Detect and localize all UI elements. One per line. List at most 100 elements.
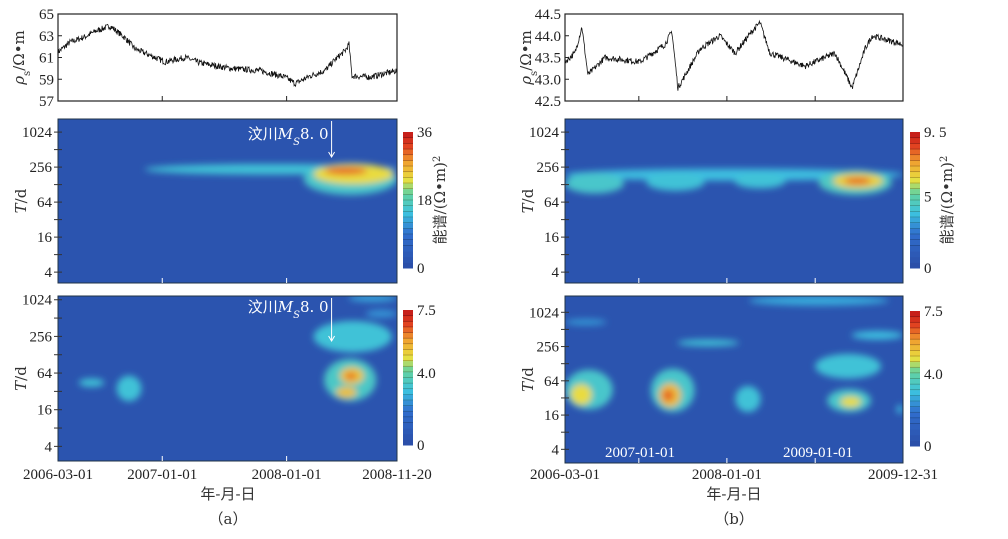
colorbar-tick-label: 5 — [924, 189, 932, 205]
annotation-sub: S — [293, 137, 300, 148]
colorbar: 9. 5 5 0 能谱/(Ω•m)2 — [910, 125, 956, 277]
colorbar-segment — [910, 429, 920, 436]
colorbar-segment — [910, 384, 920, 391]
colorbar-segment — [403, 416, 413, 423]
colorbar-segment — [403, 326, 413, 333]
annotation-M: M — [277, 298, 294, 316]
colorbar-segment — [403, 256, 413, 263]
colorbar-tick-label: 9. 5 — [924, 125, 947, 141]
colorbar-segment — [403, 388, 413, 395]
colorbar-segment — [910, 143, 920, 150]
spectrum-blob — [646, 173, 705, 191]
y-tick-label: 16 — [37, 403, 53, 419]
heatmap — [565, 119, 903, 283]
colorbar-segment — [403, 245, 413, 252]
caption-b: （b） — [714, 510, 754, 528]
colorbar-segment — [403, 177, 413, 184]
colorbar-segment — [910, 356, 920, 363]
colorbar-segment — [910, 339, 920, 346]
colorbar-segment — [403, 228, 413, 235]
colorbar-segment — [403, 217, 413, 224]
colorbar-segment — [910, 234, 920, 241]
spectrum-blob — [851, 331, 903, 340]
colorbar: 7.5 4.0 0 — [910, 304, 943, 455]
colorbar-segment — [910, 440, 920, 447]
colorbar-segment — [403, 154, 413, 161]
b_s2-plot: 1024 256 64 16 4 T/d 7.5 4.0 0 2007-01-01 2009-01-… — [519, 295, 943, 503]
x-tick-label: 2008-01-01 — [692, 467, 762, 483]
colorbar-segment — [403, 211, 413, 218]
spectrum-blob — [324, 166, 368, 175]
y-tick-label: 256 — [537, 160, 560, 176]
colorbar-segment — [910, 350, 920, 357]
colorbar-segment — [910, 361, 920, 368]
y-label-symbol: T — [12, 380, 30, 391]
a_line-plot: 65 63 61 59 57 ρs/Ω•m — [10, 7, 398, 110]
heatmap-blobs — [78, 296, 397, 402]
spectrum-blob — [365, 309, 397, 318]
colorbar-segment — [910, 149, 920, 156]
plot-frame — [57, 118, 398, 284]
colorbar-segment — [910, 316, 920, 323]
inner-date-label: 2007-01-01 — [605, 445, 675, 461]
spectrum-blob — [896, 405, 903, 414]
y-tick-label: 1024 — [22, 125, 53, 141]
colorbar-segment — [403, 222, 413, 229]
colorbar-segment — [910, 262, 920, 269]
y-label-unit: /Ω•m — [517, 30, 535, 71]
heatmap-blobs — [144, 163, 397, 195]
x-axis-label: 年-月-日 — [200, 485, 255, 503]
colorbar-segment — [910, 417, 920, 424]
x-tick-label: 2007-01-01 — [127, 467, 197, 483]
colorbar-segment — [910, 160, 920, 167]
colorbar-segment — [403, 321, 413, 328]
y-tick-label: 61 — [39, 51, 54, 67]
y-axis-label: ρs/Ω•m — [10, 30, 33, 86]
y-axis-label: ρs/Ω•m — [517, 30, 540, 86]
colorbar-segment — [403, 183, 413, 190]
colorbar-tick-label: 36 — [417, 125, 433, 141]
colorbar-segment — [403, 433, 413, 440]
colorbar-segment — [910, 177, 920, 184]
arrow-head-icon — [328, 335, 336, 342]
x-tick-label: 2009-12-31 — [868, 467, 938, 483]
colorbar-segment — [403, 310, 413, 317]
colorbar-segment — [910, 412, 920, 419]
spectrum-blob — [565, 319, 607, 326]
spectrum-blob — [344, 372, 357, 380]
spectrum-blob — [565, 173, 625, 194]
colorbar-tick-label: 0 — [924, 261, 932, 277]
y-tick-label: 4 — [552, 442, 560, 458]
y-label-unit: /d — [519, 367, 537, 382]
colorbar-segment — [910, 228, 920, 235]
colorbar: 36 18 0 能谱/(Ω•m)2 — [403, 125, 449, 277]
colorbar-segment — [910, 406, 920, 413]
colorbar-segment — [910, 194, 920, 201]
y-tick-label: 43.5 — [535, 51, 561, 67]
colorbar-segment — [910, 327, 920, 334]
colorbar-segment — [403, 188, 413, 195]
spectrum-blob — [734, 173, 786, 189]
colorbar-segment — [910, 171, 920, 178]
y-tick-label: 64 — [37, 366, 53, 382]
colorbar-label-text: 能谱/(Ω•m) — [938, 162, 956, 244]
colorbar-label: 能谱/(Ω•m)2 — [938, 156, 956, 245]
colorbar-segment — [910, 183, 920, 190]
y-tick-label: 4 — [45, 265, 53, 281]
y-tick-label: 65 — [39, 7, 54, 23]
colorbar-segment — [910, 389, 920, 396]
heatmap — [58, 296, 397, 461]
a_s2-plot: 1024 256 64 16 4 T/d 7.5 4.0 0 汶川MS8. 0 — [12, 293, 436, 462]
y-label-unit: /Ω•m — [10, 30, 28, 71]
colorbar-tick-label: 18 — [417, 193, 432, 209]
y-axis-label: T/d — [12, 366, 30, 391]
annotation-sub: S — [293, 310, 300, 321]
colorbar-segment — [403, 200, 413, 207]
y-label-symbol: ρ — [517, 76, 535, 86]
colorbar-segment — [910, 333, 920, 340]
colorbar-segment — [910, 154, 920, 161]
x-tick-label: 2006-03-01 — [23, 467, 93, 483]
colorbar-segment — [910, 322, 920, 329]
y-axis-label: T/d — [519, 188, 537, 213]
